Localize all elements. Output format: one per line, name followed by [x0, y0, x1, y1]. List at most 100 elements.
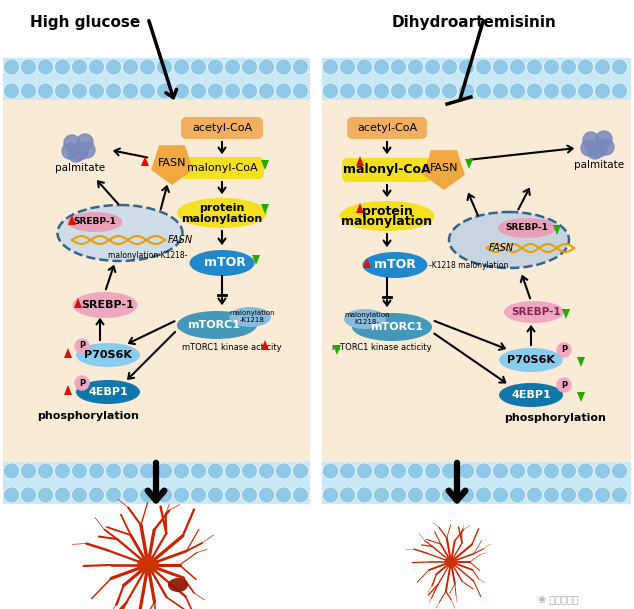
Circle shape — [476, 59, 491, 75]
Text: 4EBP1: 4EBP1 — [88, 387, 128, 397]
Circle shape — [72, 487, 87, 503]
Circle shape — [292, 487, 309, 503]
Text: protein: protein — [199, 203, 245, 213]
Circle shape — [560, 83, 576, 99]
Circle shape — [89, 59, 105, 75]
Polygon shape — [562, 309, 570, 319]
Text: acetyl-CoA: acetyl-CoA — [192, 123, 252, 133]
Circle shape — [79, 142, 95, 158]
Ellipse shape — [76, 380, 140, 404]
Circle shape — [373, 59, 389, 75]
Circle shape — [68, 146, 84, 162]
Circle shape — [259, 59, 275, 75]
Circle shape — [543, 59, 559, 75]
Circle shape — [55, 463, 70, 479]
Circle shape — [37, 463, 53, 479]
Circle shape — [560, 487, 576, 503]
Circle shape — [339, 487, 356, 503]
Circle shape — [4, 487, 20, 503]
Circle shape — [224, 83, 240, 99]
Ellipse shape — [76, 343, 140, 367]
Circle shape — [391, 59, 406, 75]
Circle shape — [356, 487, 373, 503]
Circle shape — [612, 83, 628, 99]
Bar — [322, 58, 631, 100]
Text: P: P — [561, 381, 567, 390]
Polygon shape — [553, 225, 561, 235]
Circle shape — [122, 59, 138, 75]
Text: High glucose: High glucose — [30, 15, 140, 29]
Circle shape — [157, 59, 172, 75]
Circle shape — [323, 463, 339, 479]
Ellipse shape — [58, 205, 183, 261]
Polygon shape — [261, 204, 269, 214]
Ellipse shape — [444, 557, 458, 568]
Circle shape — [510, 59, 526, 75]
Bar — [3, 462, 310, 504]
Circle shape — [596, 131, 612, 147]
Circle shape — [578, 463, 593, 479]
Text: P: P — [79, 379, 85, 387]
Circle shape — [89, 487, 105, 503]
Circle shape — [543, 463, 559, 479]
Circle shape — [408, 83, 424, 99]
Circle shape — [425, 83, 441, 99]
Ellipse shape — [498, 218, 556, 238]
Circle shape — [105, 463, 122, 479]
Polygon shape — [465, 159, 473, 169]
Circle shape — [557, 378, 571, 392]
Circle shape — [526, 463, 543, 479]
Circle shape — [581, 140, 597, 156]
Text: SREBP-1: SREBP-1 — [74, 217, 117, 227]
Circle shape — [612, 463, 628, 479]
Ellipse shape — [67, 212, 122, 232]
Circle shape — [612, 59, 628, 75]
Text: malonyl-CoA: malonyl-CoA — [343, 163, 431, 177]
Circle shape — [207, 83, 224, 99]
Circle shape — [587, 143, 603, 159]
Circle shape — [595, 59, 611, 75]
Circle shape — [276, 463, 292, 479]
Polygon shape — [356, 156, 364, 166]
Circle shape — [425, 487, 441, 503]
Text: P70S6K: P70S6K — [84, 350, 132, 360]
Circle shape — [37, 59, 53, 75]
Text: P70S6K: P70S6K — [507, 355, 555, 365]
Text: malonylation
K1218-: malonylation K1218- — [344, 312, 390, 325]
Polygon shape — [261, 340, 269, 350]
Text: mTORC1 kinase acticity: mTORC1 kinase acticity — [182, 342, 281, 351]
Circle shape — [276, 59, 292, 75]
Bar — [322, 504, 631, 609]
Circle shape — [510, 83, 526, 99]
Circle shape — [557, 343, 571, 357]
Circle shape — [259, 487, 275, 503]
Circle shape — [373, 487, 389, 503]
FancyBboxPatch shape — [180, 157, 264, 179]
Text: malonylation
-K1218: malonylation -K1218 — [229, 311, 275, 323]
Text: SREBP-1: SREBP-1 — [511, 307, 561, 317]
Circle shape — [408, 59, 424, 75]
Circle shape — [476, 463, 491, 479]
Text: P: P — [79, 342, 85, 351]
Circle shape — [242, 487, 257, 503]
Circle shape — [598, 139, 614, 155]
Text: ❀ 如沐风科研: ❀ 如沐风科研 — [538, 595, 578, 605]
Circle shape — [259, 83, 275, 99]
Ellipse shape — [344, 309, 386, 329]
Text: acetyl-CoA: acetyl-CoA — [357, 123, 417, 133]
Circle shape — [190, 83, 207, 99]
Circle shape — [323, 83, 339, 99]
Circle shape — [122, 463, 138, 479]
Polygon shape — [64, 385, 72, 395]
Bar — [322, 58, 631, 468]
Ellipse shape — [504, 301, 564, 323]
Text: phosphorylation: phosphorylation — [37, 411, 139, 421]
Circle shape — [174, 59, 190, 75]
Circle shape — [105, 59, 122, 75]
Circle shape — [20, 83, 37, 99]
Circle shape — [139, 487, 155, 503]
Circle shape — [276, 83, 292, 99]
Text: FASN: FASN — [158, 158, 186, 168]
Circle shape — [441, 463, 458, 479]
Circle shape — [458, 487, 474, 503]
